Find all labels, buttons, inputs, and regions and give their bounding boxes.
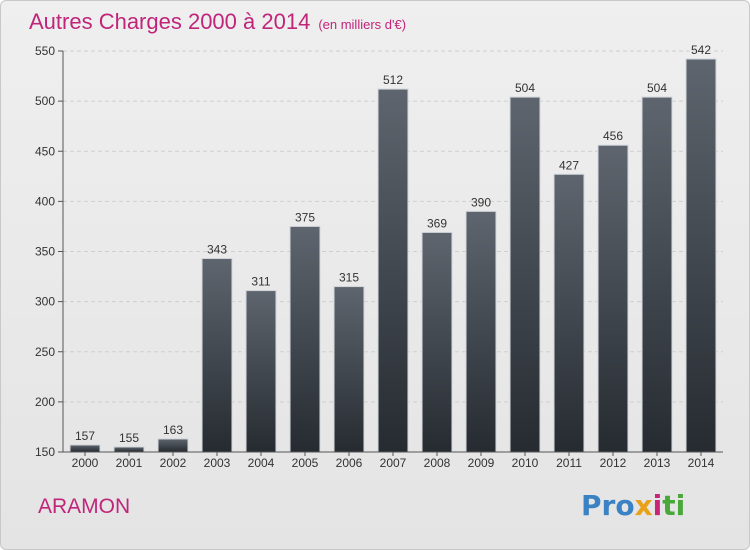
bar-2013 (641, 96, 673, 453)
bar-2009 (465, 210, 497, 453)
data-label-2012: 456 (603, 129, 623, 143)
x-tick-label-2012: 2012 (600, 456, 627, 470)
bar-2003 (201, 258, 233, 453)
chart-title: Autres Charges 2000 à 2014 (en milliers d… (29, 9, 406, 35)
y-tick-label: 400 (35, 194, 55, 208)
data-label-2006: 315 (339, 271, 359, 285)
x-tick-label-2006: 2006 (336, 456, 363, 470)
data-label-2001: 155 (119, 431, 139, 445)
chart-title-text: Autres Charges 2000 à 2014 (29, 9, 311, 34)
y-tick-label: 550 (35, 44, 55, 58)
data-label-2013: 504 (647, 81, 667, 95)
bar-2011 (553, 173, 585, 453)
data-label-2004: 311 (251, 275, 270, 289)
x-tick-label-2005: 2005 (292, 456, 319, 470)
y-tick-label: 150 (35, 445, 55, 459)
chart-subtitle: (en milliers d'€) (318, 17, 407, 32)
y-tick-label: 250 (35, 345, 55, 359)
proxiti-logo: Proxiti (581, 489, 685, 522)
bar-2004 (245, 290, 277, 453)
x-tick-label-2011: 2011 (556, 456, 582, 470)
logo-part-1: Pro (581, 489, 635, 522)
bar-2006 (333, 286, 365, 453)
data-label-2010: 504 (515, 81, 535, 95)
x-tick-label-2003: 2003 (204, 456, 231, 470)
bar-2008 (421, 231, 453, 453)
x-tick-label-2002: 2002 (160, 456, 187, 470)
town-name: ARAMON (38, 495, 131, 518)
bar-2000 (69, 444, 101, 453)
data-label-2011: 427 (559, 158, 579, 172)
x-tick-label-2009: 2009 (468, 456, 495, 470)
data-label-2007: 512 (383, 73, 403, 87)
y-tick-label: 300 (35, 295, 55, 309)
data-label-2005: 375 (295, 210, 315, 224)
x-tick-label-2014: 2014 (688, 456, 715, 470)
data-label-2008: 369 (427, 216, 447, 230)
data-label-2002: 163 (163, 423, 183, 437)
data-label-2003: 343 (207, 243, 227, 257)
y-tick-label: 500 (35, 94, 55, 108)
bar-2002 (157, 438, 189, 453)
bar-2012 (597, 144, 629, 453)
bar-2010 (509, 96, 541, 453)
data-label-2009: 390 (471, 195, 491, 209)
y-tick-label: 450 (35, 144, 55, 158)
x-tick-label-2013: 2013 (644, 456, 671, 470)
x-tick-label-2004: 2004 (248, 456, 275, 470)
data-label-2000: 157 (75, 429, 95, 443)
y-tick-label: 200 (35, 395, 55, 409)
logo-part-4: ti (662, 489, 686, 522)
data-label-2014: 542 (691, 43, 711, 57)
x-tick-label-2000: 2000 (72, 456, 99, 470)
x-tick-label-2010: 2010 (512, 456, 539, 470)
x-tick-label-2001: 2001 (116, 456, 143, 470)
x-tick-label-2008: 2008 (424, 456, 451, 470)
bar-2014 (685, 58, 717, 453)
bar-2007 (377, 88, 409, 453)
logo-part-2: x (634, 489, 653, 522)
x-tick-label-2007: 2007 (380, 456, 407, 470)
logo-part-3: i (652, 489, 663, 522)
bar-2001 (113, 446, 145, 453)
y-tick-label: 350 (35, 245, 55, 259)
bar-2005 (289, 225, 321, 453)
